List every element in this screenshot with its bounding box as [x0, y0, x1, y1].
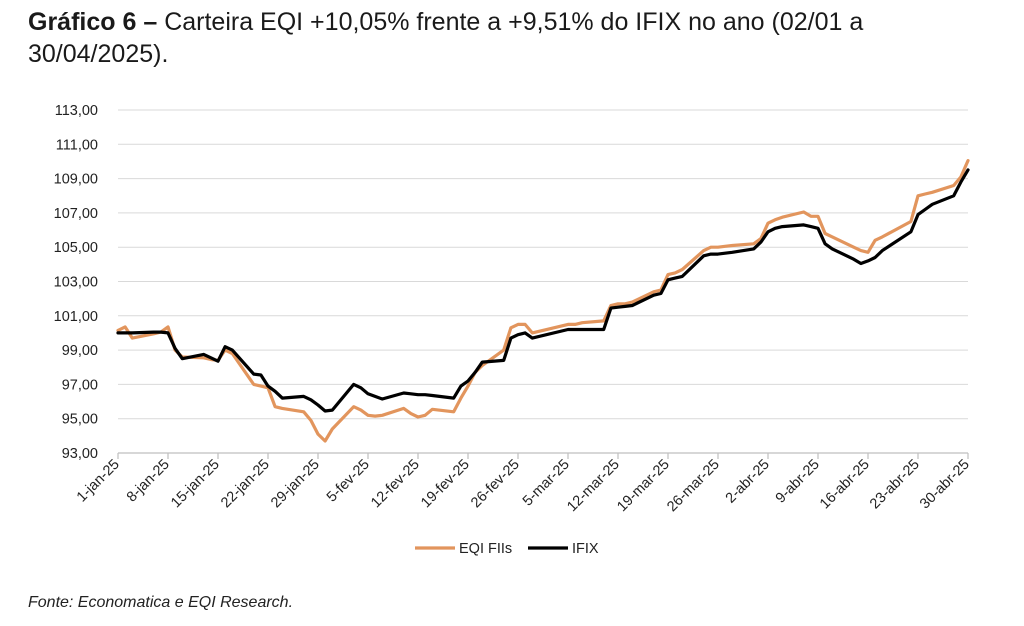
y-tick-label: 101,00: [54, 309, 98, 325]
x-tick-label: 19-mar-25: [614, 457, 673, 516]
series-line-eqi-fiis: [116, 159, 970, 443]
legend-label: EQI FIIs: [459, 541, 512, 557]
x-tick-label: 8-jan-25: [124, 457, 173, 506]
x-tick-label: 22-jan-25: [218, 457, 273, 512]
x-tick-label: 5-fev-25: [324, 457, 373, 506]
x-tick-label: 26-mar-25: [664, 457, 723, 516]
x-tick-label: 2-abr-25: [723, 457, 773, 507]
y-tick-label: 107,00: [54, 206, 98, 222]
x-tick-label: 30-abr-25: [917, 457, 973, 513]
y-tick-label: 95,00: [62, 412, 98, 428]
y-tick-label: 97,00: [62, 377, 98, 393]
y-tick-label: 93,00: [62, 446, 98, 462]
x-tick-label: 12-mar-25: [564, 457, 623, 516]
y-tick-label: 99,00: [62, 343, 98, 359]
y-tick-label: 103,00: [54, 275, 98, 291]
series-line-ifix: [116, 168, 970, 413]
x-tick-label: 9-abr-25: [773, 457, 823, 507]
x-tick-label: 5-mar-25: [520, 457, 573, 510]
x-tick-label: 16-abr-25: [817, 457, 873, 513]
x-tick-label: 1-jan-25: [74, 457, 123, 506]
x-tick-label: 26-fev-25: [468, 457, 523, 512]
chart-caption: Gráfico 6 – Carteira EQI +10,05% frente …: [28, 6, 1003, 70]
caption-text: Carteira EQI +10,05% frente a +9,51% do …: [28, 8, 864, 68]
caption-label: Gráfico 6 –: [28, 8, 158, 36]
x-tick-label: 23-abr-25: [867, 457, 923, 513]
y-tick-label: 113,00: [55, 103, 98, 119]
y-tick-label: 109,00: [54, 172, 98, 188]
legend-label: IFIX: [572, 541, 599, 557]
x-tick-label: 19-fev-25: [418, 457, 473, 512]
x-tick-label: 15-jan-25: [168, 457, 223, 512]
y-tick-label: 111,00: [56, 137, 98, 153]
line-chart: 93,00 95,00 97,00 99,00 101,00 103,00 105,00 10…: [54, 103, 973, 557]
x-tick-label: 29-jan-25: [268, 457, 323, 512]
y-tick-label: 105,00: [54, 240, 98, 256]
source-note: Fonte: Economatica e EQI Research.: [28, 594, 294, 611]
x-tick-label: 12-fev-25: [368, 457, 423, 512]
